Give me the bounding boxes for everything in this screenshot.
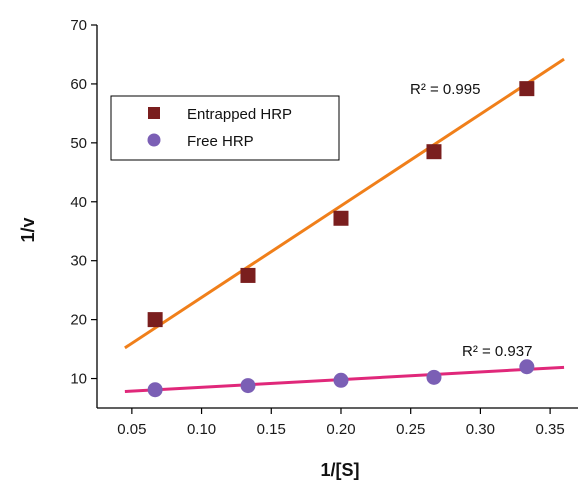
x-tick-label: 0.05 xyxy=(117,421,146,438)
data-points xyxy=(147,81,535,398)
legend-label-free-hrp: Free HRP xyxy=(187,133,254,150)
y-tick-label: 50 xyxy=(70,135,87,152)
data-point-free-hrp xyxy=(147,382,163,398)
data-point-free-hrp xyxy=(426,369,442,385)
y-tick-label: 20 xyxy=(70,312,87,329)
r-squared-entrapped-hrp: R² = 0.995 xyxy=(410,81,480,98)
r-squared-free-hrp: R² = 0.937 xyxy=(462,343,532,360)
legend-box xyxy=(110,95,340,161)
y-tick-label: 10 xyxy=(70,371,87,388)
data-point-entrapped-hrp xyxy=(519,81,535,97)
x-axis-ticks: 0.05 0.10 0.15 0.20 0.25 0.30 0.35 xyxy=(117,408,565,438)
y-tick-label: 30 xyxy=(70,253,87,270)
data-point-entrapped-hrp xyxy=(333,210,349,226)
data-point-free-hrp xyxy=(240,378,256,394)
x-tick-label: 0.15 xyxy=(257,421,286,438)
x-tick-label: 0.20 xyxy=(326,421,355,438)
x-tick-label: 0.30 xyxy=(466,421,495,438)
data-point-entrapped-hrp xyxy=(147,312,163,328)
x-tick-label: 0.35 xyxy=(536,421,565,438)
data-point-entrapped-hrp xyxy=(240,267,256,283)
y-axis-title: 1/v xyxy=(18,217,38,242)
legend-label-entrapped-hrp: Entrapped HRP xyxy=(187,106,292,123)
y-tick-label: 40 xyxy=(70,194,87,211)
legend-marker-free-hrp xyxy=(147,133,161,147)
legend-marker-entrapped-hrp xyxy=(148,107,160,119)
x-axis-title: 1/[S] xyxy=(320,460,359,480)
y-tick-label: 60 xyxy=(70,76,87,93)
fit-line-entrapped-hrp xyxy=(124,57,565,350)
y-axis-ticks: 10 20 30 40 50 60 70 xyxy=(70,17,97,388)
data-point-free-hrp xyxy=(519,359,535,375)
legend: Entrapped HRP Free HRP xyxy=(110,95,340,161)
data-point-free-hrp xyxy=(333,372,349,388)
data-point-entrapped-hrp xyxy=(426,144,442,160)
x-tick-label: 0.25 xyxy=(396,421,425,438)
x-tick-label: 0.10 xyxy=(187,421,216,438)
y-tick-label: 70 xyxy=(70,17,87,34)
